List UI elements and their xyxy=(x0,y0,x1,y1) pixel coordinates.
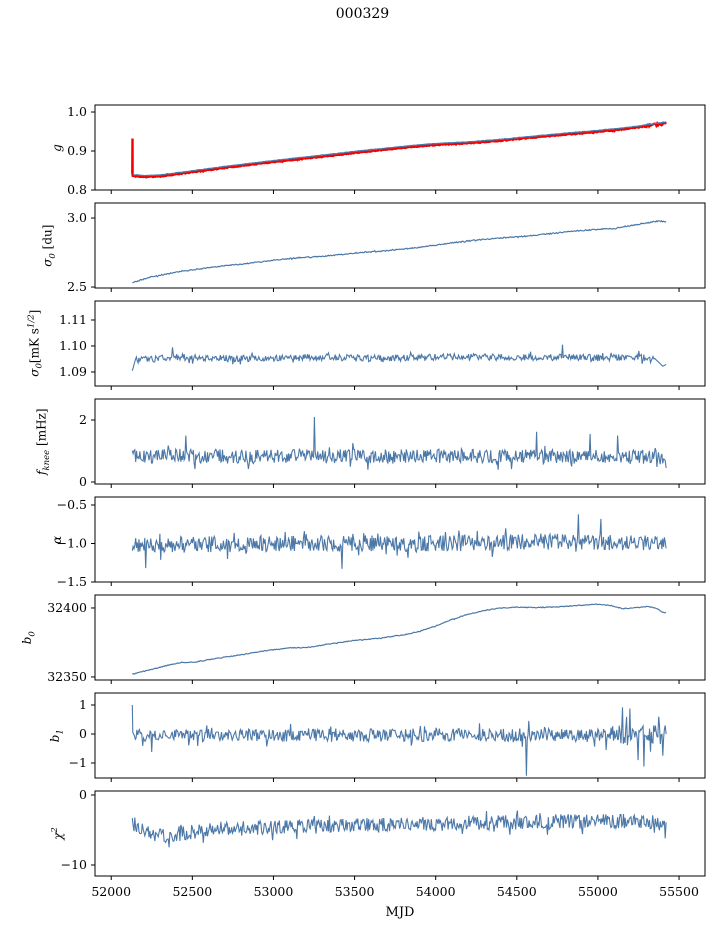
y-tick-label: 1.0 xyxy=(67,104,87,119)
panel-chi2: −10 0 52000 52500 53000 53500 54000 54500 55000 5… xyxy=(61,787,706,899)
series-gain-raw xyxy=(131,120,668,179)
y-tick-label: −1.5 xyxy=(57,574,87,589)
y-tick-label: 32400 xyxy=(47,600,87,615)
panel-b0: 32350 32400 xyxy=(47,594,706,684)
panel-g: 0.8 0.9 1.0 xyxy=(67,104,706,197)
series-gain-smooth xyxy=(132,121,667,177)
y-tick-label: −10 xyxy=(61,857,87,872)
series-fknee xyxy=(131,416,667,470)
y-tick-label: 3.0 xyxy=(67,210,87,225)
x-tick-label: 53000 xyxy=(254,884,294,899)
y-tick-label: 0 xyxy=(79,726,87,741)
x-tick-label: 55000 xyxy=(578,884,618,899)
series-alpha xyxy=(131,514,667,569)
panel-sigma0-du: 2.5 3.0 xyxy=(67,202,706,294)
x-tick-label: 53500 xyxy=(335,884,375,899)
series-sigma0-mK xyxy=(131,344,667,371)
y-tick-label: 1 xyxy=(79,697,87,712)
panel-frame xyxy=(94,300,706,387)
panel-alpha: −1.5 −1.0 −0.5 xyxy=(57,496,706,589)
panel-sigma0-mK: 1.09 1.10 1.11 xyxy=(59,300,706,390)
series-sigma0-du xyxy=(132,220,667,284)
x-tick-label: 52500 xyxy=(172,884,212,899)
panel-frame xyxy=(94,594,706,681)
y-tick-label: 2 xyxy=(79,412,87,427)
series-b1 xyxy=(131,704,667,776)
panel-frame xyxy=(94,398,706,485)
y-tick-label: 1.11 xyxy=(59,312,87,327)
panel-frame xyxy=(94,692,706,779)
y-tick-label: 0 xyxy=(79,474,87,489)
series-b0 xyxy=(132,603,667,675)
panel-frame xyxy=(94,790,706,877)
panel-frame xyxy=(94,104,706,191)
x-tick-label: 54000 xyxy=(416,884,456,899)
x-tick-label: 55500 xyxy=(659,884,699,899)
y-tick-label: −1.0 xyxy=(57,536,87,551)
panel-fknee: 02 xyxy=(79,398,706,489)
figure-title: 000329 xyxy=(335,6,390,22)
y-tick-label: 1.10 xyxy=(59,338,87,353)
y-tick-label: 0.8 xyxy=(67,182,87,197)
y-tick-label: −0.5 xyxy=(57,497,87,512)
x-tick-label: 54500 xyxy=(497,884,537,899)
x-axis-label: MJD xyxy=(385,905,415,920)
panel-frame xyxy=(94,496,706,583)
panel-b1: −1 0 1 xyxy=(69,692,706,782)
y-tick-label: 0 xyxy=(79,787,87,802)
y-tick-label: 0.9 xyxy=(67,143,87,158)
y-tick-label: 1.09 xyxy=(59,364,87,379)
series-chi2 xyxy=(131,810,667,848)
y-tick-label: 2.5 xyxy=(67,279,87,294)
panel-frame xyxy=(94,202,706,289)
y-tick-label: −1 xyxy=(69,755,87,770)
x-tick-label: 52000 xyxy=(91,884,131,899)
y-tick-label: 32350 xyxy=(47,669,87,684)
